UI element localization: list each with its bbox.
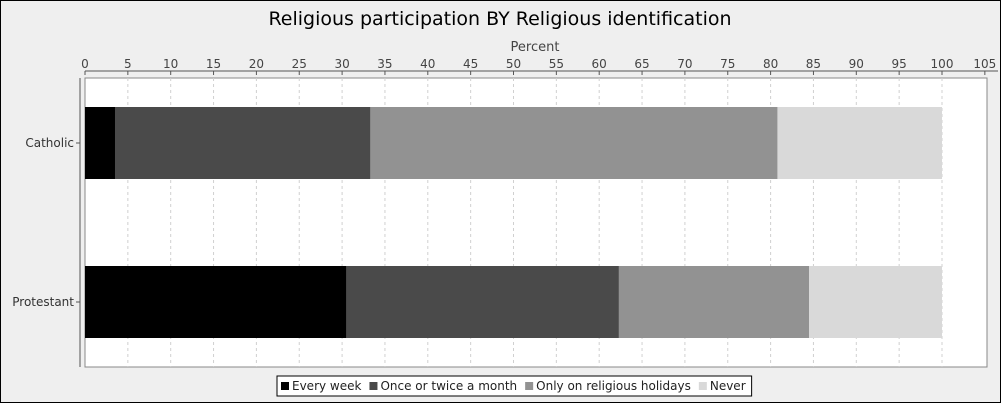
x-tick-label: 50 <box>506 57 521 71</box>
x-tick-label: 55 <box>549 57 564 71</box>
bars <box>85 107 942 338</box>
x-tick-label: 75 <box>720 57 735 71</box>
x-tick-label: 85 <box>806 57 821 71</box>
legend-swatch-never <box>698 382 707 390</box>
category-label-protestant: Protestant <box>12 295 74 309</box>
x-tick-label: 0 <box>81 57 89 71</box>
x-tick-label: 60 <box>592 57 607 71</box>
y-axis: Catholic Protestant <box>12 78 81 367</box>
x-tick-label: 45 <box>463 57 478 71</box>
x-tick-label: 105 <box>973 57 996 71</box>
legend-swatch-only-on-religious-holidays <box>525 382 534 390</box>
x-tick-label: 65 <box>634 57 649 71</box>
x-tick-label: 10 <box>163 57 178 71</box>
bar-protestant-once-or-twice-a-month <box>346 266 619 338</box>
x-axis: 0 5 10 15 20 25 30 35 40 45 50 55 60 65 70 75 80 85 90 95 10… <box>81 57 998 75</box>
x-tick-label: 20 <box>249 57 264 71</box>
x-tick-label: 15 <box>206 57 221 71</box>
bar-catholic-once-or-twice-a-month <box>114 107 371 179</box>
bar-catholic-every-week <box>85 107 115 179</box>
legend-box <box>276 375 753 397</box>
legend-label-never: Never <box>710 379 746 393</box>
bar-protestant-only-on-religious-holidays <box>618 266 810 338</box>
legend-label-once-or-twice-a-month: Once or twice a month <box>380 379 517 393</box>
x-tick-label: 80 <box>763 57 778 71</box>
x-axis-label: Percent <box>511 40 560 55</box>
category-label-catholic: Catholic <box>25 136 74 150</box>
bar-catholic-never <box>777 107 942 179</box>
x-tick-label: 95 <box>892 57 907 71</box>
x-tick-label: 100 <box>931 57 954 71</box>
legend-swatch-every-week <box>281 382 289 390</box>
x-tick-label: 30 <box>334 57 349 71</box>
x-tick-label: 5 <box>124 57 132 71</box>
bar-protestant-every-week <box>85 266 347 338</box>
chart-title: Religious participation BY Religious ide… <box>268 8 731 30</box>
x-tick-label: 70 <box>677 57 692 71</box>
legend-label-every-week: Every week <box>292 379 361 393</box>
bar-catholic-only-on-religious-holidays <box>370 107 778 179</box>
x-tick-label: 40 <box>420 57 435 71</box>
x-tick-label: 25 <box>292 57 307 71</box>
legend-swatch-once-or-twice-a-month <box>369 382 378 390</box>
x-tick-label: 35 <box>377 57 392 71</box>
x-tick-label: 90 <box>849 57 864 71</box>
legend: Every week Once or twice a month Only on r… <box>276 375 753 397</box>
bar-protestant-never <box>809 266 942 338</box>
legend-label-only-on-religious-holidays: Only on religious holidays <box>536 379 691 393</box>
